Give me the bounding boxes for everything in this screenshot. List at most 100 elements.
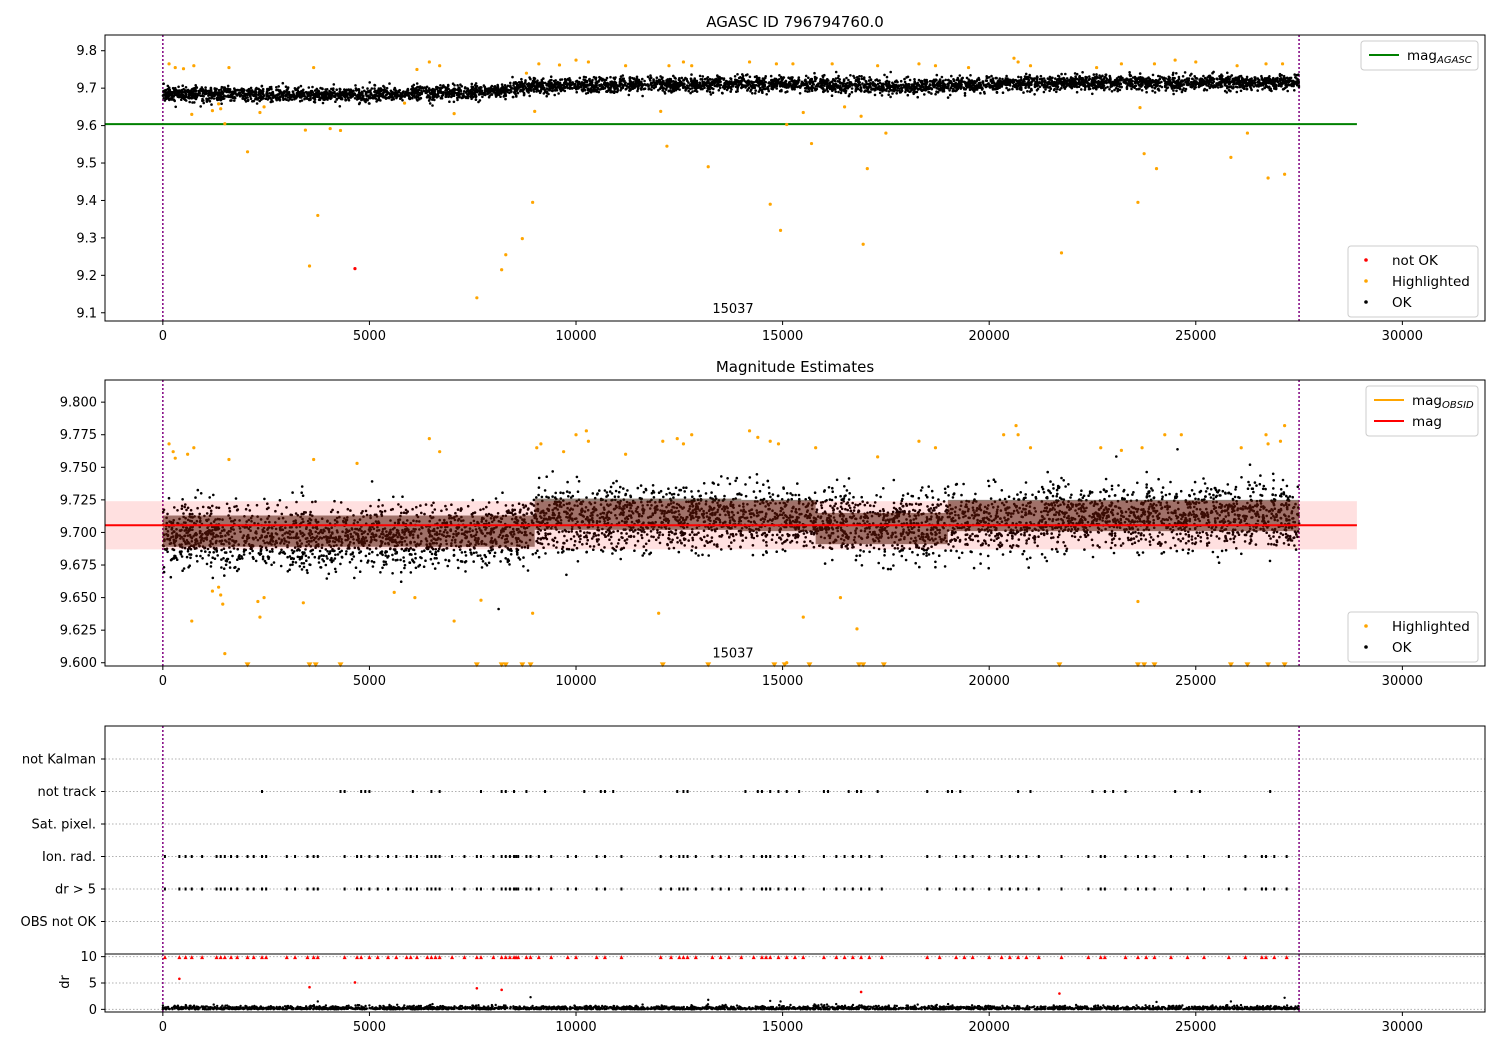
data-point <box>194 87 197 90</box>
data-point <box>832 83 835 86</box>
data-point <box>1298 86 1301 89</box>
data-point <box>690 77 693 80</box>
data-point <box>1084 88 1087 91</box>
data-point <box>210 103 213 106</box>
data-point <box>1208 75 1211 78</box>
data-point <box>217 93 220 96</box>
data-point <box>254 92 257 95</box>
data-point <box>891 92 894 95</box>
data-point <box>287 86 290 89</box>
data-point <box>564 83 567 86</box>
data-point <box>223 86 226 89</box>
data-point <box>611 82 614 85</box>
data-point <box>372 97 375 100</box>
data-point <box>910 88 913 91</box>
data-point <box>330 95 333 98</box>
data-point <box>514 87 517 90</box>
data-point <box>1060 87 1063 90</box>
data-point <box>321 87 324 90</box>
data-point <box>1234 79 1237 82</box>
data-point <box>1282 88 1285 91</box>
data-point <box>502 91 505 94</box>
data-point <box>811 88 814 91</box>
data-point <box>904 81 907 84</box>
data-point <box>428 87 431 90</box>
data-point <box>1158 82 1161 85</box>
data-point <box>1231 80 1234 83</box>
data-point <box>276 93 279 96</box>
data-point <box>1173 77 1176 80</box>
data-point <box>954 82 957 85</box>
data-point <box>524 79 527 82</box>
data-point <box>1186 82 1189 85</box>
data-point <box>878 85 881 88</box>
data-point <box>747 83 750 86</box>
data-point <box>183 91 186 94</box>
data-point <box>188 101 191 104</box>
data-point <box>1246 76 1249 79</box>
data-point <box>416 99 419 102</box>
data-point <box>429 102 432 105</box>
data-point <box>616 91 619 94</box>
data-point <box>343 88 346 91</box>
data-point <box>475 82 478 85</box>
data-point <box>552 84 555 87</box>
data-point <box>875 87 878 90</box>
data-point <box>415 95 418 98</box>
data-point <box>490 86 493 89</box>
data-point <box>710 81 713 84</box>
data-point <box>553 94 556 97</box>
data-point <box>637 81 640 84</box>
data-point <box>724 84 727 87</box>
data-point <box>197 90 200 93</box>
data-point <box>825 88 828 91</box>
data-point <box>816 88 819 91</box>
data-point <box>262 92 265 95</box>
data-point <box>749 80 752 83</box>
data-point <box>357 94 360 97</box>
data-point <box>650 76 653 79</box>
data-point <box>636 76 639 79</box>
data-point <box>780 89 783 92</box>
data-point <box>656 76 659 79</box>
data-point <box>837 80 840 83</box>
data-point <box>545 95 548 98</box>
data-point <box>633 83 636 86</box>
data-point <box>1053 81 1056 84</box>
data-point <box>1227 86 1230 89</box>
data-point <box>771 86 774 89</box>
data-point <box>447 84 450 87</box>
data-point <box>736 88 739 91</box>
data-point <box>1086 80 1089 83</box>
data-point <box>612 77 615 80</box>
data-point <box>612 86 615 89</box>
data-point <box>424 86 427 89</box>
data-point <box>1081 71 1084 74</box>
data-point <box>401 92 404 95</box>
data-point <box>251 89 254 92</box>
data-point <box>877 80 880 83</box>
data-point <box>784 91 787 94</box>
data-point <box>170 98 173 101</box>
data-point <box>352 90 355 93</box>
data-point <box>1072 83 1075 86</box>
data-point <box>831 80 834 83</box>
data-point <box>710 93 713 96</box>
data-point <box>909 79 912 82</box>
data-point <box>523 93 526 96</box>
data-point <box>699 75 702 78</box>
data-point <box>356 89 359 92</box>
data-point <box>1182 75 1185 78</box>
data-point <box>1025 84 1028 87</box>
data-point <box>504 98 507 101</box>
data-point <box>1041 83 1044 86</box>
data-point <box>168 86 171 89</box>
data-point <box>952 90 955 93</box>
data-point <box>299 93 302 96</box>
data-point <box>442 91 445 94</box>
data-point <box>1022 80 1025 83</box>
data-point <box>761 91 764 94</box>
data-point <box>603 82 606 85</box>
data-point <box>801 81 804 84</box>
